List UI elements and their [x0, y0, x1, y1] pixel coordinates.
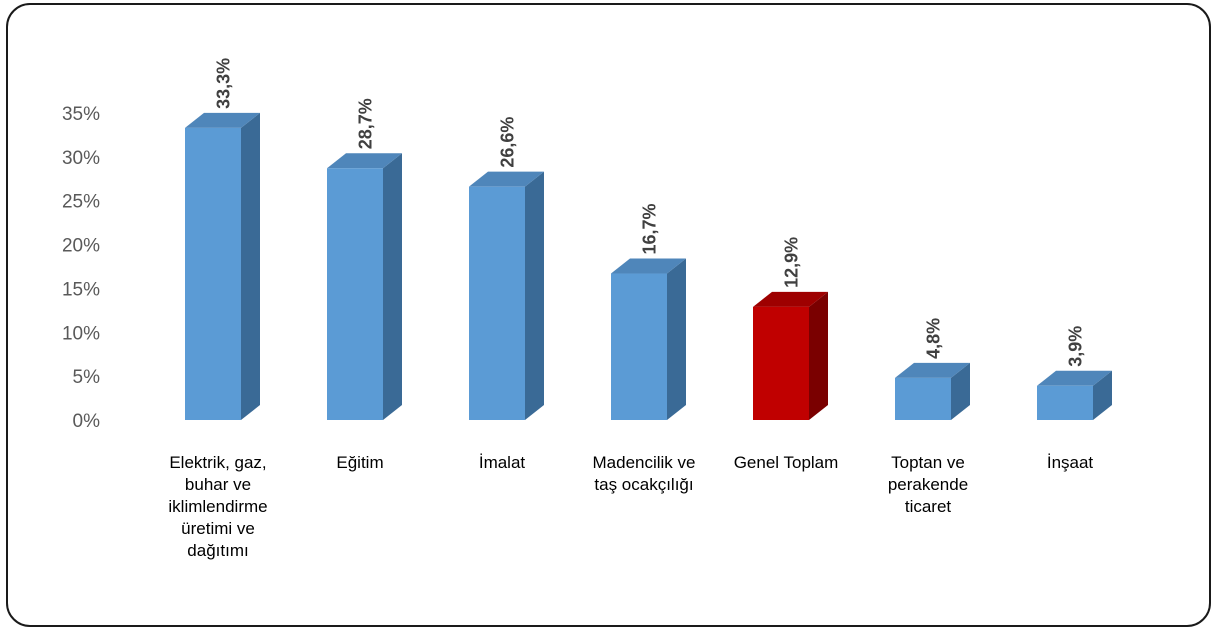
bar-front-face — [185, 127, 241, 420]
bars — [185, 112, 1112, 420]
data-label: 4,8% — [924, 318, 944, 359]
category-label: Eğitim — [336, 453, 383, 472]
category-label-line: Elektrik, gaz, — [169, 453, 266, 472]
bar-front-face — [469, 186, 525, 420]
category-label-line: İnşaat — [1047, 453, 1094, 472]
bar — [469, 171, 544, 420]
category-label-line: ticaret — [905, 497, 952, 516]
bar — [895, 362, 970, 420]
bar-top-face — [895, 362, 970, 378]
category-label: Genel Toplam — [734, 453, 839, 472]
bar-top-face — [469, 171, 544, 187]
data-label: 26,6% — [498, 117, 518, 168]
bar-top-face — [327, 153, 402, 169]
y-tick-label: 5% — [73, 367, 101, 388]
category-label: İnşaat — [1047, 453, 1094, 472]
bar-side-face — [951, 362, 970, 420]
y-tick-label: 0% — [73, 411, 101, 432]
y-tick-label: 30% — [62, 148, 100, 169]
bar-top-face — [611, 258, 686, 274]
category-label-line: üretimi ve — [181, 519, 255, 538]
bar — [1037, 370, 1112, 420]
data-label: 33,3% — [214, 58, 234, 109]
category-label: Toptan ve perakende ticaret — [888, 453, 968, 516]
bar-front-face — [1037, 385, 1093, 420]
bar-front-face — [895, 377, 951, 420]
bar-side-face — [525, 171, 544, 420]
bar-side-face — [383, 153, 402, 420]
data-label: 28,7% — [356, 98, 376, 149]
bar — [611, 258, 686, 420]
category-label: Elektrik, gaz, buhar ve iklimlendirme üreti… — [168, 453, 267, 560]
bar-side-face — [1093, 370, 1112, 420]
y-axis: 0% 5% 10% 15% 20% 25% 30% 35% — [62, 104, 100, 432]
bar-side-face — [809, 291, 828, 420]
category-label: İmalat — [479, 453, 526, 472]
bar — [327, 153, 402, 420]
category-label-line: iklimlendirme — [168, 497, 267, 516]
bar — [185, 112, 260, 420]
category-label-line: İmalat — [479, 453, 526, 472]
bar-front-face — [327, 168, 383, 420]
bar-top-face — [753, 291, 828, 307]
category-label-line: Genel Toplam — [734, 453, 839, 472]
category-label: Madencilik ve taş ocakçılığı — [593, 453, 696, 494]
bar-chart: 0% 5% 10% 15% 20% 25% 30% 35% 33,3% 28,7% 26,6% 16… — [62, 58, 1112, 560]
category-label-line: perakende — [888, 475, 968, 494]
y-tick-label: 15% — [62, 279, 100, 300]
bar-top-face — [185, 112, 260, 128]
x-axis: Elektrik, gaz, buhar ve iklimlendirme üreti… — [168, 453, 1093, 560]
bar-top-face — [1037, 370, 1112, 386]
y-tick-label: 35% — [62, 104, 100, 125]
y-tick-label: 20% — [62, 236, 100, 257]
bar-front-face — [753, 306, 809, 420]
data-label: 12,9% — [782, 237, 802, 288]
category-label-line: buhar ve — [185, 475, 251, 494]
bar-side-face — [241, 112, 260, 420]
y-tick-label: 25% — [62, 192, 100, 213]
data-label: 3,9% — [1066, 326, 1086, 367]
category-label-line: dağıtımı — [187, 541, 248, 560]
chart-frame: 0% 5% 10% 15% 20% 25% 30% 35% 33,3% 28,7% 26,6% 16… — [6, 3, 1211, 627]
category-label-line: Madencilik ve — [593, 453, 696, 472]
category-label-line: taş ocakçılığı — [594, 475, 693, 494]
category-label-line: Toptan ve — [891, 453, 965, 472]
y-tick-label: 10% — [62, 323, 100, 344]
data-label: 16,7% — [640, 203, 660, 254]
category-label-line: Eğitim — [336, 453, 383, 472]
bar-front-face — [611, 273, 667, 420]
data-labels: 33,3% 28,7% 26,6% 16,7% 12,9% 4,8% 3,9% — [214, 58, 1086, 367]
bar-side-face — [667, 258, 686, 420]
bar-highlight — [753, 291, 828, 420]
